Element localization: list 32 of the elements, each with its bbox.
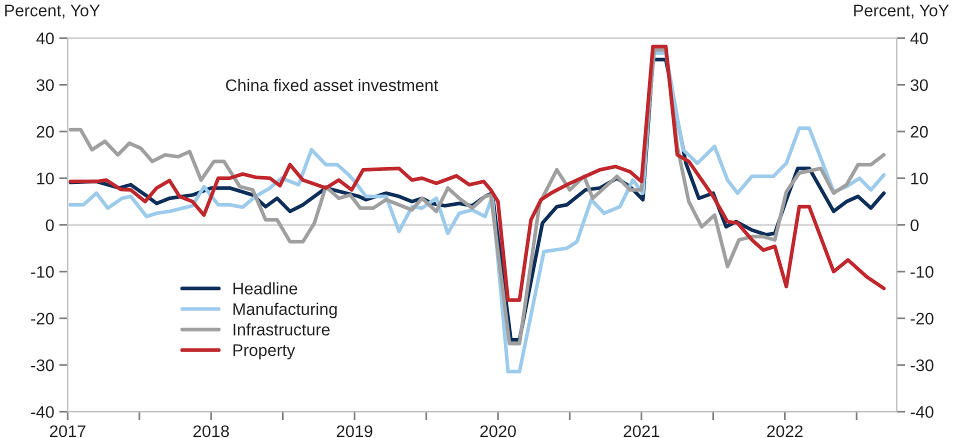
y2-tick-label: -30 xyxy=(910,359,934,372)
y2-tick-label: 30 xyxy=(910,79,928,92)
legend-label: Headline xyxy=(234,282,298,294)
y2-tick-label: 20 xyxy=(910,126,928,138)
y2-tick-label: -10 xyxy=(910,266,934,278)
y-tick-label: 10 xyxy=(37,172,54,184)
legend-label: Property xyxy=(234,344,296,360)
x-tick-label: 2018 xyxy=(193,425,229,438)
y-tick-label: -40 xyxy=(31,406,54,418)
y-tick-label: -30 xyxy=(31,359,54,372)
legend-label: Manufacturing xyxy=(234,302,337,318)
y-tick-label: -10 xyxy=(31,266,54,278)
y2-axis-title: Percent, YoY xyxy=(854,4,949,18)
y2-tick-label: 40 xyxy=(910,32,928,44)
x-tick-label: 2022 xyxy=(767,425,803,438)
y2-tick-label: -20 xyxy=(910,312,934,325)
text: China fixed asset investment xyxy=(226,78,438,92)
y-tick-label: 40 xyxy=(36,32,54,44)
y2-tick-label: 10 xyxy=(911,172,928,184)
y-tick-label: -20 xyxy=(31,312,54,325)
x-tick-label: 2019 xyxy=(336,425,372,438)
y-tick-label: 0 xyxy=(46,219,54,232)
x-tick-label: 2020 xyxy=(480,425,516,438)
x-tick-label: 2021 xyxy=(624,425,660,438)
y-tick-label: 20 xyxy=(36,126,54,138)
y2-tick-label: -40 xyxy=(910,406,934,418)
x-tick-label: 2017 xyxy=(50,425,86,438)
y-tick-label: 30 xyxy=(36,79,54,92)
y2-tick-label: 0 xyxy=(910,219,919,232)
line-series xyxy=(68,44,886,302)
y-axis-title: Percent, YoY xyxy=(5,4,100,18)
legend-label: Infrastructure xyxy=(234,323,330,336)
